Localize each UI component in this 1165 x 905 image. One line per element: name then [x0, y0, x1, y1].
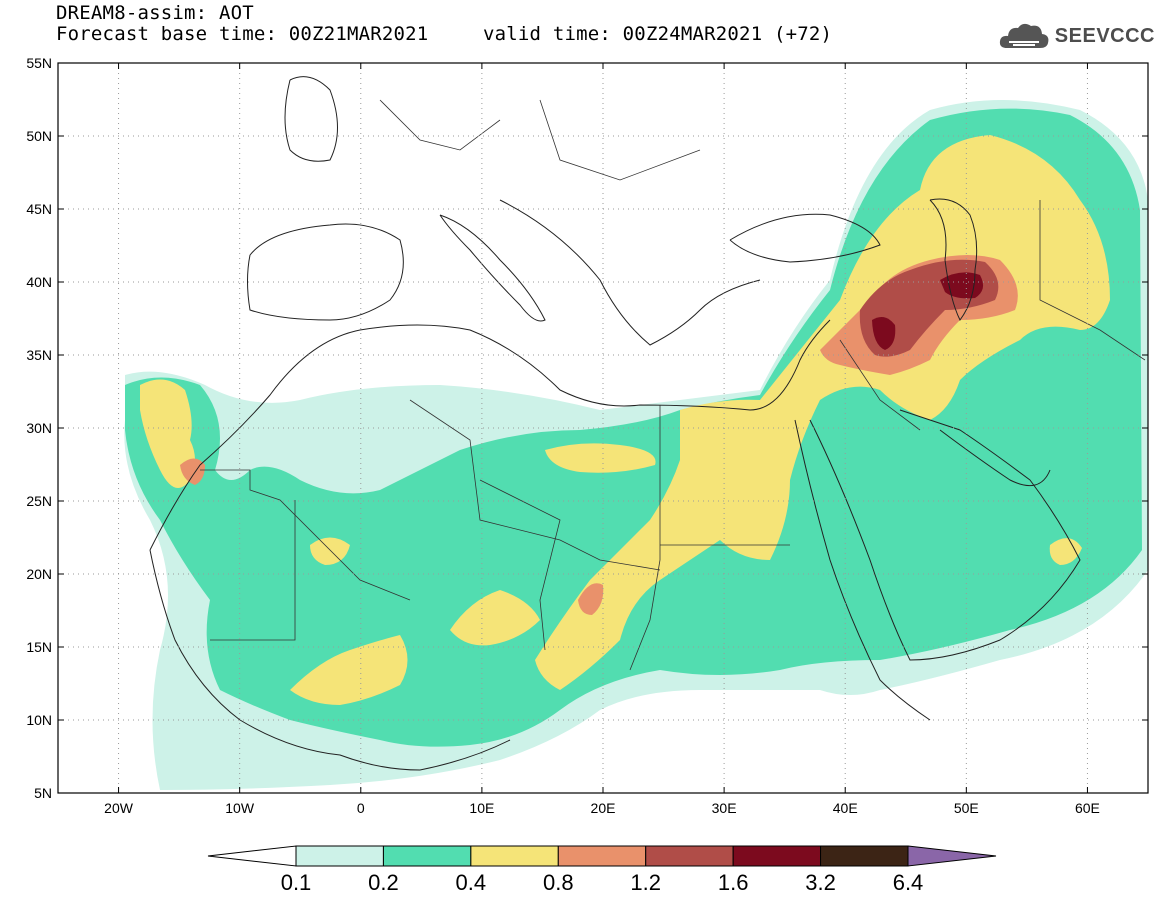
- lon-tick-label: 0: [357, 800, 365, 816]
- coastline-north-africa: [149, 319, 831, 551]
- lat-tick-label: 20N: [26, 566, 52, 582]
- lon-tick-label: 40E: [833, 800, 858, 816]
- cloud-icon: [999, 23, 1049, 48]
- seevccc-logo: SEEVCCC: [997, 16, 1155, 56]
- border-line: [379, 99, 501, 151]
- colorbar-max-arrow: [907, 845, 997, 867]
- coastline-italy: [439, 214, 546, 322]
- colorbar-box: [732, 845, 822, 867]
- lat-tick-label: 15N: [26, 639, 52, 655]
- aot-level-0-4-c: [290, 635, 408, 705]
- axis-ticks: 5N 10N 15N 20N 25N 30N 35N 40N 45N 50N 55N 20W 10W 0 1…: [26, 55, 1148, 816]
- valid-time: valid time: 00Z24MAR2021 (+72): [483, 23, 833, 45]
- colorbar-label: 1.2: [630, 870, 661, 895]
- lat-tick-label: 5N: [34, 785, 52, 801]
- border-line: [539, 99, 701, 181]
- coastline-arabia: [809, 409, 1081, 661]
- lat-tick-label: 40N: [26, 274, 52, 290]
- colorbar-box: [820, 845, 909, 867]
- colorbar-label: 0.8: [543, 870, 574, 895]
- colorbar-box: [645, 845, 734, 867]
- colorbar-box: [382, 845, 472, 867]
- lat-tick-label: 30N: [26, 420, 52, 436]
- colorbar-label: 1.6: [718, 870, 749, 895]
- lat-tick-label: 50N: [26, 128, 52, 144]
- lat-tick-label: 55N: [26, 55, 52, 71]
- lat-tick-label: 25N: [26, 493, 52, 509]
- lon-tick-label: 60E: [1075, 800, 1100, 816]
- coastline-balkans-greece: [499, 199, 761, 346]
- coastline-iberia: [247, 223, 404, 321]
- coastline-persian-gulf: [939, 429, 1051, 487]
- lon-tick-label: 20E: [591, 800, 616, 816]
- lon-tick-label: 30E: [712, 800, 737, 816]
- lon-tick-label: 10E: [469, 800, 494, 816]
- border-line: [479, 479, 561, 651]
- colorbar-label: 0.1: [281, 870, 312, 895]
- borders: [200, 99, 1146, 671]
- border-line: [409, 399, 661, 571]
- border-line: [1039, 200, 1146, 361]
- aot-level-0-8-c: [180, 458, 205, 485]
- aot-level-0-4-f: [310, 537, 350, 565]
- colorbar-label: 0.2: [368, 870, 399, 895]
- colorbar: 0.1 0.2 0.4 0.8 1.2 1.6 3.2 6.4: [207, 845, 997, 895]
- lat-tick-label: 10N: [26, 712, 52, 728]
- lon-tick-label: 50E: [954, 800, 979, 816]
- coastline-red-sea-west: [794, 419, 931, 721]
- colorbar-label: 6.4: [893, 870, 924, 895]
- coastline-black-sea: [729, 213, 881, 263]
- lat-tick-label: 45N: [26, 201, 52, 217]
- aot-level-0-4-g: [1049, 538, 1082, 565]
- colorbar-label: 3.2: [805, 870, 836, 895]
- coastline-west-africa: [149, 549, 511, 771]
- aot-level-0-4-d: [450, 590, 540, 646]
- logo-text: SEEVCCC: [1054, 24, 1155, 47]
- aot-level-0-4-e: [545, 443, 656, 473]
- colorbar-box: [557, 845, 647, 867]
- coastline-caspian: [929, 198, 978, 321]
- lon-tick-label: 20W: [104, 800, 134, 816]
- border-line: [210, 500, 296, 641]
- colorbar-box: [470, 845, 559, 867]
- colorbar-label: 0.4: [456, 870, 487, 895]
- aot-level-1-6-b: [872, 316, 896, 350]
- lon-tick-label: 10W: [225, 800, 255, 816]
- lat-tick-label: 35N: [26, 347, 52, 363]
- aot-level-0-8-b: [578, 583, 604, 615]
- colorbar-min-arrow: [207, 845, 297, 867]
- map-title: DREAM8-assim: AOT: [56, 2, 254, 24]
- border-line: [839, 339, 921, 431]
- coastlines: [149, 76, 1081, 771]
- colorbar-box: [295, 845, 384, 867]
- coastline-uk: [284, 76, 338, 162]
- grid-lines: [58, 63, 1148, 793]
- border-line: [629, 405, 661, 671]
- border-line: [200, 469, 411, 601]
- aot-level-0-4-b: [140, 379, 195, 488]
- forecast-base-time: Forecast base time: 00Z21MAR2021: [56, 23, 429, 45]
